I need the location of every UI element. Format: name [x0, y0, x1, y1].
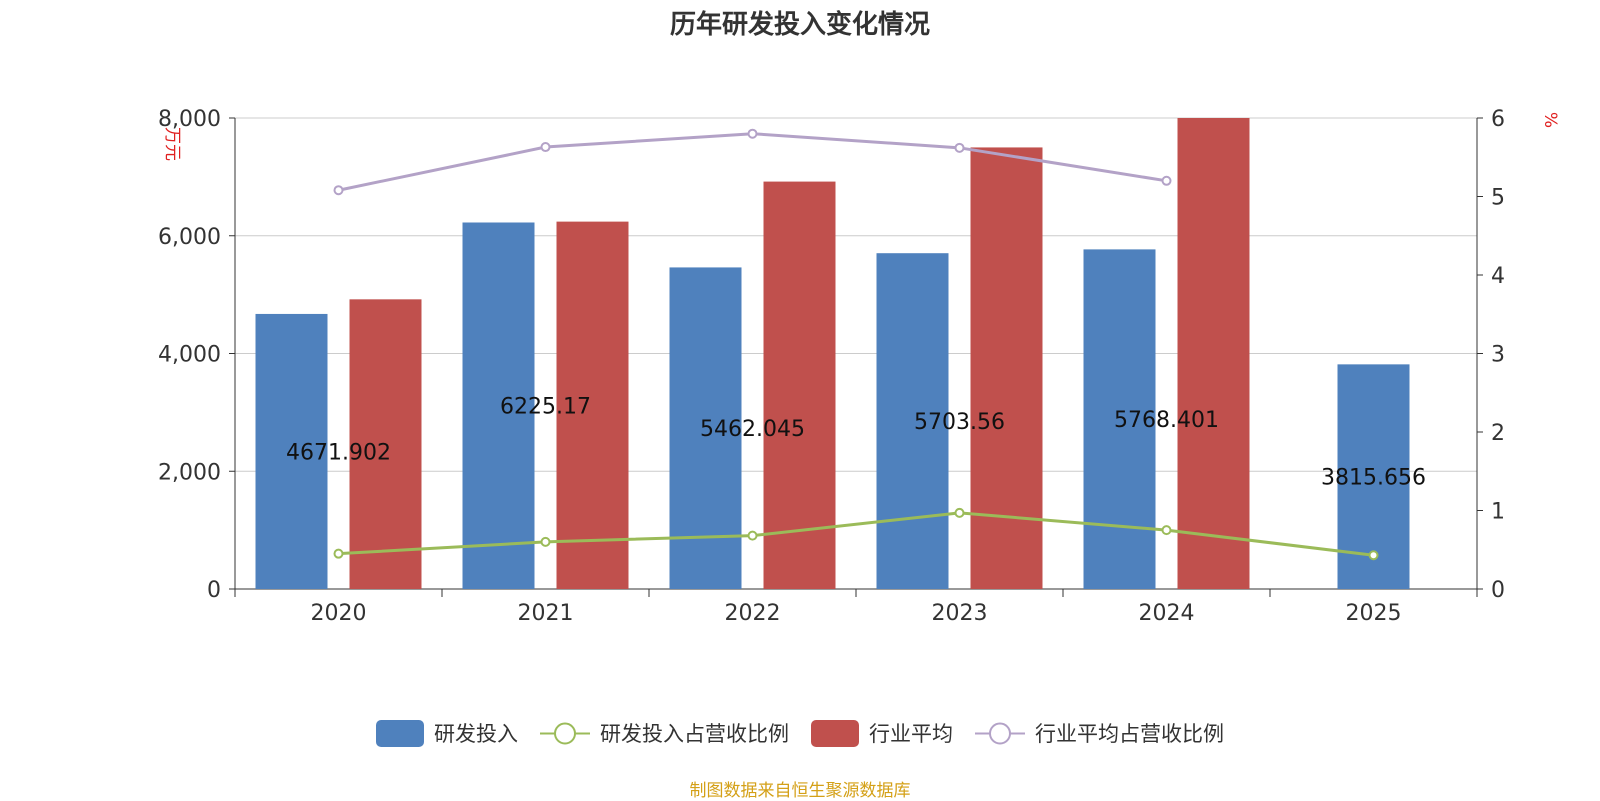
- point-industry-ratio: [333, 185, 344, 196]
- legend-item-industry-ratio[interactable]: 行业平均占营收比例: [975, 718, 1224, 748]
- point-rd-ratio: [1368, 550, 1379, 561]
- x-tick-label: 2023: [932, 601, 988, 626]
- data-label-rd: 5703.56: [914, 410, 1005, 435]
- bar-industry: [763, 181, 836, 589]
- bar-rd: [1083, 249, 1156, 590]
- point-rd-ratio: [1161, 525, 1172, 536]
- x-tick-label: 2022: [725, 601, 781, 626]
- legend-item-rd-ratio[interactable]: 研发投入占营收比例: [540, 718, 789, 748]
- bar-rd: [876, 253, 949, 589]
- bar-industry: [970, 147, 1043, 589]
- x-tick-label: 2020: [311, 601, 367, 626]
- y-right-axis-label: %: [1540, 112, 1560, 128]
- bar-rd: [462, 222, 535, 590]
- bar-industry: [556, 221, 629, 589]
- y-left-tick-label: 0: [207, 578, 221, 603]
- y-right-tick-label: 6: [1491, 107, 1505, 132]
- chart-title: 历年研发投入变化情况: [669, 10, 930, 40]
- y-right-tick-label: 5: [1491, 186, 1505, 211]
- point-rd-ratio: [333, 548, 344, 559]
- legend-label-rd: 研发投入: [434, 722, 518, 746]
- point-rd-ratio: [540, 536, 551, 547]
- data-label-rd: 4671.902: [286, 440, 391, 465]
- legend-item-industry[interactable]: 行业平均: [811, 718, 953, 748]
- y-left-tick-label: 4,000: [158, 343, 221, 368]
- legend-swatch-industry-ratio: [975, 722, 1025, 744]
- y-right-tick-label: 0: [1491, 578, 1505, 603]
- chart-canvas: 0 2,000 4,000 6,000 8,000 0 1 2 3 4 5 6 万元% 2020 2021 2…: [158, 107, 1560, 626]
- point-rd-ratio: [954, 507, 965, 518]
- legend-swatch-rd-ratio: [540, 722, 590, 744]
- legend: 研发投入 研发投入占营收比例 行业平均 行业平均占营收比例: [0, 718, 1600, 748]
- legend-item-rd[interactable]: 研发投入: [376, 718, 518, 748]
- data-label-rd: 6225.17: [500, 395, 591, 420]
- point-industry-ratio: [1161, 175, 1172, 186]
- line-rd-ratio: [338, 511, 1374, 557]
- point-rd-ratio: [747, 530, 758, 541]
- y-right-tick-label: 3: [1491, 343, 1505, 368]
- y-right-tick-label: 2: [1491, 421, 1505, 446]
- data-label-rd: 5768.401: [1114, 408, 1219, 433]
- x-tick-label: 2021: [518, 601, 574, 626]
- point-industry-ratio: [954, 142, 965, 153]
- legend-label-rd-ratio: 研发投入占营收比例: [600, 722, 789, 746]
- bar-industry: [1177, 118, 1250, 589]
- bar-rd: [255, 313, 328, 589]
- y-right-tick-label: 4: [1491, 264, 1505, 289]
- legend-label-industry-ratio: 行业平均占营收比例: [1035, 722, 1224, 746]
- y-left-tick-label: 8,000: [158, 107, 221, 132]
- x-tick-label: 2024: [1139, 601, 1195, 626]
- x-tick-label: 2025: [1346, 601, 1402, 626]
- legend-swatch-rd: [376, 719, 424, 747]
- y-left-tick-label: 6,000: [158, 225, 221, 250]
- data-label-rd: 5462.045: [700, 417, 805, 442]
- y-right-tick-label: 1: [1491, 500, 1505, 525]
- y-left-axis-label: 万元: [162, 127, 182, 161]
- source-note: 制图数据来自恒生聚源数据库: [689, 781, 911, 801]
- data-label-rd: 3815.656: [1321, 466, 1426, 491]
- bar-industry: [349, 299, 422, 589]
- point-industry-ratio: [540, 142, 551, 153]
- point-industry-ratio: [747, 128, 758, 139]
- legend-label-industry: 行业平均: [869, 722, 953, 746]
- legend-swatch-industry: [811, 719, 859, 747]
- y-left-tick-label: 2,000: [158, 460, 221, 485]
